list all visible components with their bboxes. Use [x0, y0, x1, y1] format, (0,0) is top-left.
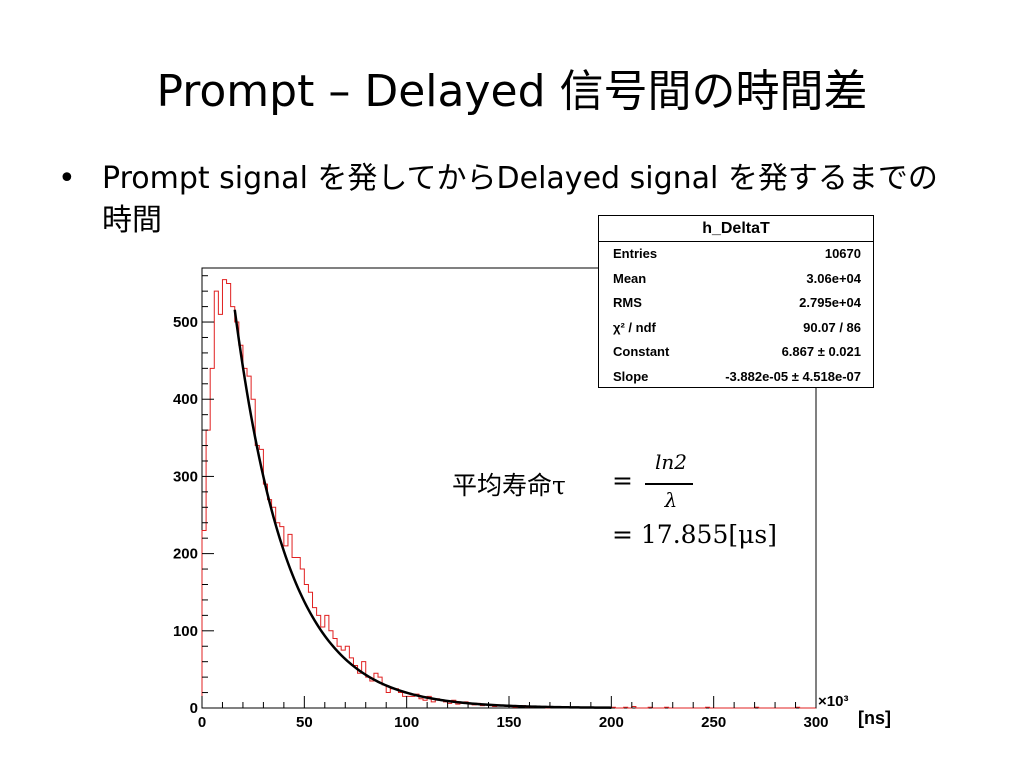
- stats-box-title: h_DeltaT: [599, 216, 873, 242]
- stats-value: 2.795e+04: [799, 295, 861, 310]
- stats-key: RMS: [613, 295, 642, 310]
- stats-value: 6.867 ± 0.021: [781, 344, 861, 359]
- stats-key: χ² / ndf: [613, 319, 656, 335]
- stats-key: Constant: [613, 344, 670, 359]
- stats-key: Slope: [613, 368, 649, 384]
- formula-equals: =: [612, 466, 633, 495]
- bullet-text: Prompt signal を発してからDelayed signal を発するま…: [102, 161, 938, 238]
- fit-curve: [233, 309, 612, 709]
- formula-denominator: λ: [664, 488, 678, 512]
- x-unit-label: [ns]: [858, 708, 891, 728]
- stats-box: h_DeltaT Entries 10670 Mean 3.06e+04 RMS…: [598, 215, 874, 388]
- stats-row-slope: Slope -3.882e-05 ± 4.518e-07: [599, 365, 873, 390]
- stats-row-constant: Constant 6.867 ± 0.021: [599, 340, 873, 365]
- slide-title: Prompt – Delayed 信号間の時間差: [156, 66, 868, 117]
- y-tick-label: 200: [173, 546, 198, 563]
- formula-result: = 17.855[μs]: [612, 520, 777, 549]
- stats-key: Mean: [613, 270, 647, 286]
- formula-numerator: ln2: [654, 450, 687, 474]
- stats-row-mean: Mean 3.06e+04: [599, 267, 873, 292]
- bullet-marker: •: [58, 161, 76, 196]
- stats-value: -3.882e-05 ± 4.518e-07: [725, 368, 861, 384]
- stats-value: 3.06e+04: [806, 270, 861, 286]
- stats-value: 90.07 / 86: [803, 319, 861, 335]
- stats-row-chi2: χ² / ndf 90.07 / 86: [599, 316, 873, 341]
- x-tick-label: 0: [198, 714, 206, 731]
- x-tick-label: 250: [701, 714, 726, 731]
- x-tick-label: 50: [296, 714, 313, 731]
- y-tick-label: 500: [173, 314, 198, 331]
- x-tick-label: 100: [394, 714, 419, 731]
- y-tick-label: 300: [173, 468, 198, 485]
- y-tick-label: 400: [173, 391, 198, 408]
- x-tick-label: 150: [496, 714, 521, 731]
- stats-value: 10670: [824, 246, 861, 261]
- y-tick-label: 0: [190, 700, 198, 717]
- formula-fraction-bar: [645, 483, 693, 485]
- formula-lhs: 平均寿命τ: [452, 471, 566, 500]
- stats-key: Entries: [613, 246, 658, 261]
- stats-row-rms: RMS 2.795e+04: [599, 291, 873, 316]
- x-tick-label: 200: [599, 714, 624, 731]
- x-multiplier-label: ×10³: [818, 693, 848, 710]
- x-tick-label: 300: [803, 714, 828, 731]
- stats-row-entries: Entries 10670: [599, 242, 873, 267]
- y-tick-label: 100: [173, 623, 198, 640]
